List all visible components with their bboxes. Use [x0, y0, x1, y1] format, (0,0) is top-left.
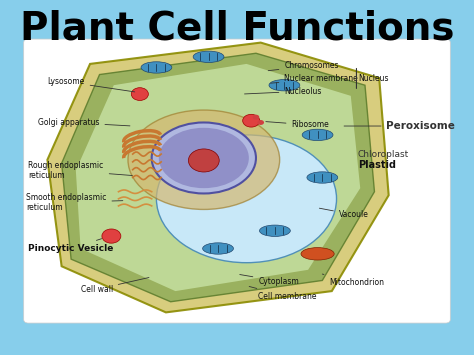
Circle shape	[102, 229, 121, 243]
Text: Golgi apparatus: Golgi apparatus	[38, 118, 130, 127]
Ellipse shape	[301, 248, 334, 260]
Text: Cell membrane: Cell membrane	[249, 286, 317, 301]
Text: Cytoplasm: Cytoplasm	[240, 274, 299, 286]
Ellipse shape	[259, 225, 290, 236]
Text: Peroxisome: Peroxisome	[386, 121, 455, 131]
Text: Nucleolus: Nucleolus	[245, 87, 322, 96]
Ellipse shape	[188, 149, 219, 172]
Ellipse shape	[141, 62, 172, 73]
Text: Nuclear membrane: Nuclear membrane	[271, 74, 358, 83]
Circle shape	[257, 120, 264, 125]
Text: Smooth endoplasmic
reticulum: Smooth endoplasmic reticulum	[26, 193, 123, 212]
Text: Plastid: Plastid	[358, 160, 396, 170]
Ellipse shape	[156, 135, 337, 263]
Text: Plant Cell Functions: Plant Cell Functions	[20, 9, 454, 48]
Ellipse shape	[193, 51, 224, 62]
Text: Rough endoplasmic
reticulum: Rough endoplasmic reticulum	[28, 161, 132, 180]
Ellipse shape	[152, 122, 256, 193]
Text: Chromosomes: Chromosomes	[268, 61, 339, 71]
Text: Vacoule: Vacoule	[319, 208, 369, 219]
FancyBboxPatch shape	[24, 39, 450, 323]
Ellipse shape	[307, 172, 337, 183]
Text: Pinocytic Vesicle: Pinocytic Vesicle	[28, 239, 114, 253]
Polygon shape	[76, 64, 360, 291]
Polygon shape	[62, 53, 374, 302]
Text: Nucleus: Nucleus	[358, 74, 388, 83]
Ellipse shape	[203, 243, 234, 254]
Circle shape	[131, 88, 148, 100]
Text: Ribosome: Ribosome	[266, 120, 329, 130]
Text: Mitochondrion: Mitochondrion	[322, 274, 384, 287]
Ellipse shape	[159, 128, 249, 188]
Circle shape	[253, 115, 259, 120]
Ellipse shape	[269, 80, 300, 91]
Ellipse shape	[128, 110, 280, 209]
Text: Cell wall: Cell wall	[81, 278, 149, 294]
Circle shape	[243, 114, 260, 127]
Polygon shape	[47, 43, 389, 312]
Text: Chloroplast: Chloroplast	[358, 150, 409, 159]
Text: Lysosome: Lysosome	[47, 77, 135, 92]
Ellipse shape	[302, 129, 333, 141]
